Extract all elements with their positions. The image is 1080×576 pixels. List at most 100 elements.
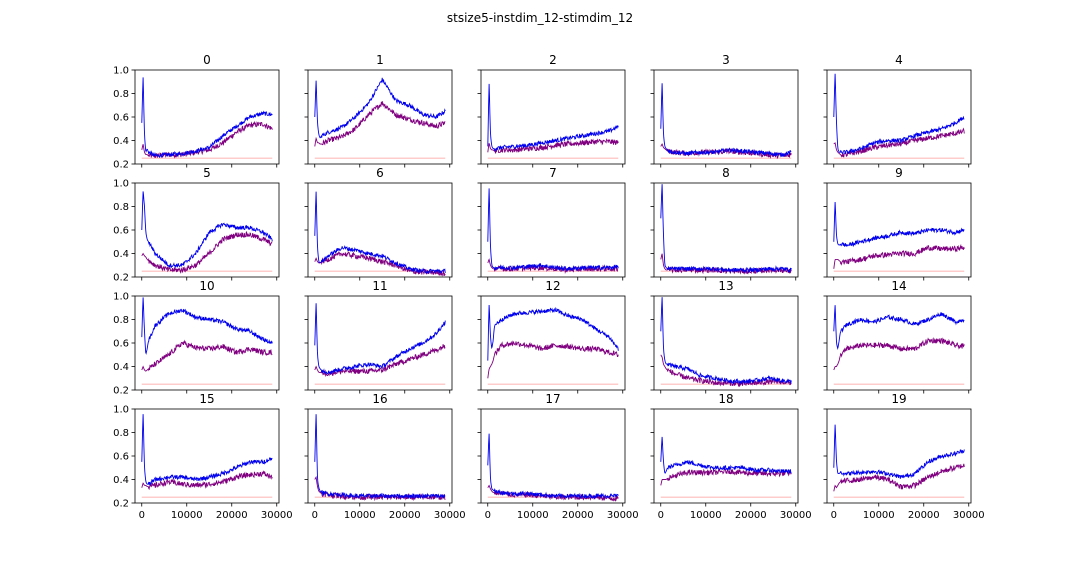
y-tick-label: 0.4 <box>113 362 129 373</box>
series-line-purple <box>487 340 619 379</box>
series-line-blue <box>660 436 792 475</box>
series-line-blue <box>833 73 965 155</box>
series-line-purple <box>141 230 273 274</box>
axes-frame <box>826 69 972 165</box>
subplot-6: 6 <box>304 166 453 281</box>
x-tick-label: 0 <box>139 510 145 521</box>
subplot-12: 12 <box>477 279 626 394</box>
axes-frame <box>307 182 453 278</box>
x-tick-label: 30000 <box>953 510 985 521</box>
subplot-title: 2 <box>549 53 557 67</box>
subplot-13: 13 <box>650 279 799 394</box>
series-line-purple <box>314 344 446 378</box>
subplot-title: 11 <box>372 279 387 293</box>
subplot-8: 8 <box>650 166 799 281</box>
series-line-blue <box>833 201 965 248</box>
y-tick-label: 0.6 <box>113 339 129 350</box>
axes-frame <box>134 295 280 391</box>
subplot-title: 13 <box>718 279 733 293</box>
series-line-blue <box>314 303 446 375</box>
axes-frame <box>480 182 626 278</box>
series-line-purple <box>833 127 965 158</box>
x-tick-label: 10000 <box>171 510 203 521</box>
subplot-title: 8 <box>722 166 730 180</box>
y-tick-label: 0.2 <box>113 160 129 171</box>
subplot-7: 7 <box>477 166 626 281</box>
x-tick-label: 30000 <box>261 510 293 521</box>
subplot-10: 10 0.2 0.4 0.6 0.8 1.0 <box>113 279 280 397</box>
subplot-18: 18 0 10000 20000 30000 <box>650 392 812 521</box>
series-line-purple <box>833 337 965 371</box>
x-tick-label: 30000 <box>607 510 639 521</box>
y-tick-label: 0.2 <box>113 499 129 510</box>
x-tick-label: 0 <box>312 510 318 521</box>
y-tick-label: 1.0 <box>113 179 129 190</box>
x-tick-label: 30000 <box>434 510 466 521</box>
subplot-3: 3 <box>650 53 799 168</box>
subplot-title: 7 <box>549 166 557 180</box>
series-line-blue <box>314 191 446 275</box>
series-line-blue <box>487 188 619 272</box>
subplot-0: 0 0.2 0.4 0.6 0.8 1.0 <box>113 53 280 171</box>
subplot-title: 14 <box>891 279 906 293</box>
subplot-grid: 00.20.40.60.81.01 2 3 450.20.40.60.81.06 7 8 9… <box>113 53 985 521</box>
axes-frame <box>480 408 626 504</box>
y-tick-label: 0.4 <box>113 475 129 486</box>
y-tick-label: 0.4 <box>113 136 129 147</box>
subplot-2: 2 <box>477 53 626 168</box>
subplot-title: 1 <box>376 53 384 67</box>
y-tick-label: 0.8 <box>113 202 129 213</box>
axes-frame <box>307 408 453 504</box>
y-tick-label: 0.6 <box>113 226 129 237</box>
x-tick-label: 10000 <box>344 510 376 521</box>
series-line-blue <box>660 184 792 274</box>
axes-frame <box>134 408 280 504</box>
series-line-blue <box>314 77 446 139</box>
subplot-title: 6 <box>376 166 384 180</box>
subplot-title: 15 <box>199 392 214 406</box>
y-tick-label: 1.0 <box>113 292 129 303</box>
series-line-purple <box>141 120 273 159</box>
x-tick-label: 10000 <box>517 510 549 521</box>
x-tick-label: 30000 <box>780 510 812 521</box>
x-tick-label: 0 <box>485 510 491 521</box>
subplot-title: 0 <box>203 53 211 67</box>
series-line-purple <box>141 339 273 372</box>
subplot-4: 4 <box>823 53 972 168</box>
series-line-purple <box>487 138 619 154</box>
y-tick-label: 1.0 <box>113 405 129 416</box>
axes-frame <box>826 408 972 504</box>
subplot-title: 17 <box>545 392 560 406</box>
series-line-blue <box>487 304 619 361</box>
series-line-blue <box>660 297 792 386</box>
series-line-blue <box>141 191 273 269</box>
x-tick-label: 20000 <box>562 510 594 521</box>
y-tick-label: 0.8 <box>113 428 129 439</box>
series-line-purple <box>833 463 965 492</box>
series-line-purple <box>141 470 273 491</box>
axes-frame <box>307 69 453 165</box>
y-tick-label: 0.2 <box>113 273 129 284</box>
subplot-title: 10 <box>199 279 214 293</box>
y-tick-label: 0.8 <box>113 315 129 326</box>
x-tick-label: 10000 <box>690 510 722 521</box>
axes-frame <box>653 408 799 504</box>
axes-frame <box>307 295 453 391</box>
series-line-blue <box>487 433 619 500</box>
subplot-14: 14 <box>823 279 972 394</box>
x-tick-label: 0 <box>831 510 837 521</box>
y-tick-label: 1.0 <box>113 66 129 77</box>
series-line-purple <box>833 243 965 269</box>
x-tick-label: 0 <box>658 510 664 521</box>
y-tick-label: 0.6 <box>113 113 129 124</box>
subplot-16: 16 0 10000 20000 30000 <box>304 392 466 521</box>
series-line-blue <box>141 77 273 159</box>
axes-frame <box>653 295 799 391</box>
subplot-5: 5 0.2 0.4 0.6 0.8 1.0 <box>113 166 280 284</box>
series-line-blue <box>660 83 792 158</box>
subplot-9: 9 <box>823 166 972 281</box>
subplot-17: 17 0 10000 20000 30000 <box>477 392 639 521</box>
subplot-title: 3 <box>722 53 730 67</box>
series-line-purple <box>314 250 446 277</box>
